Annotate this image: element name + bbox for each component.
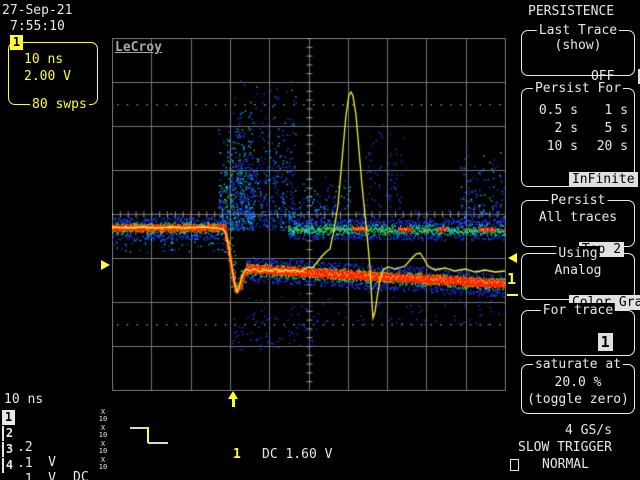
persist-for-title: Persist For xyxy=(532,81,624,96)
for-trace-row: 1 xyxy=(522,320,634,365)
persist-option-10s[interactable]: 10 s xyxy=(546,139,578,154)
last-trace-box: Last Trace (show) OFF On xyxy=(521,23,640,84)
channel-2-badge[interactable]: 2 xyxy=(2,426,15,441)
channel-1-probe-icon: X 10 xyxy=(98,408,108,423)
persist-option-0.5s[interactable]: 0.5 s xyxy=(538,103,578,118)
time-label: 7:55:10 xyxy=(10,19,65,34)
edge-drop-line xyxy=(147,427,149,443)
for-trace-title: For trace xyxy=(540,303,616,318)
saturate-note[interactable]: (toggle zero) xyxy=(527,392,629,407)
last-trace-options: OFF On xyxy=(522,54,640,99)
persist-option-infinite[interactable]: InFinite xyxy=(568,172,638,187)
persist-for-row4: InFinite xyxy=(522,157,638,202)
trigger-level-marker-icon[interactable] xyxy=(101,260,110,270)
channel-row-1: 1 .2 V DC X 10 xyxy=(0,409,107,480)
channel-1-coupling: DC xyxy=(73,470,89,480)
trigger-level-text: DC 1.60 V xyxy=(262,447,333,462)
trigger-arrow-shaft xyxy=(232,398,235,407)
last-trace-off-option[interactable]: OFF xyxy=(590,69,615,84)
waveform-grid: LeCroy xyxy=(112,38,506,391)
trigger-arrow-head xyxy=(228,391,238,399)
persist-for-row2: 2 s 5 s xyxy=(522,121,634,136)
sweep-count: 80 swps xyxy=(30,97,89,112)
edge-bottom-line xyxy=(148,442,168,444)
menu-title: PERSISTENCE xyxy=(528,4,615,19)
edge-top-line xyxy=(130,427,148,429)
persist-for-box: Persist For 0.5 s 1 s 2 s 5 s 10 s 20 s … xyxy=(521,81,638,187)
last-trace-subtitle: (show) xyxy=(554,38,602,53)
persist-option-1s[interactable]: 1 s xyxy=(604,103,628,118)
saturate-title: saturate at xyxy=(532,357,624,372)
channel1-badge[interactable]: 1 xyxy=(10,35,23,50)
date-label: 27-Sep-21 xyxy=(2,3,73,18)
channel-row-2: 2 .1 V DC X10 xyxy=(0,425,107,480)
using-box: Using Analog Color Graded xyxy=(521,246,640,310)
channel-row-4: 4 50 mV DC X10 xyxy=(0,457,107,474)
trigger-mode: NORMAL xyxy=(542,457,589,472)
channel-1-badge[interactable]: 1 xyxy=(2,410,15,425)
persist-title: Persist xyxy=(548,193,608,208)
for-trace-value[interactable]: 1 xyxy=(597,333,613,351)
for-trace-box: For trace 1 xyxy=(521,303,635,356)
channel-4-badge[interactable]: 4 xyxy=(2,458,15,473)
channel-3-badge[interactable]: 3 xyxy=(2,442,15,457)
persist-for-row3: 10 s 20 s xyxy=(522,139,634,154)
persist-for-row1: 0.5 s 1 s xyxy=(522,103,634,118)
trigger-source[interactable]: 1 xyxy=(233,447,241,462)
channel-2-scale: .1 xyxy=(17,456,33,471)
persist-all-traces-option[interactable]: All traces xyxy=(538,210,618,225)
channel-2-probe-icon: X 10 xyxy=(98,424,108,439)
channel-row-3: 3 .1 V DC X10 xyxy=(0,441,107,480)
persistence-display xyxy=(112,38,506,391)
channel-2-unit: V xyxy=(48,471,56,480)
lecroy-logo: LeCroy xyxy=(115,40,162,55)
trigger-speed: SLOW TRIGGER xyxy=(518,440,612,455)
persist-option-2s[interactable]: 2 s xyxy=(554,121,578,136)
persist-option-20s[interactable]: 20 s xyxy=(596,139,628,154)
volts-per-div: 2.00 V xyxy=(24,69,71,84)
channel-1-unit: V xyxy=(48,455,56,470)
using-analog-option[interactable]: Analog xyxy=(554,263,602,278)
persist-option-5s[interactable]: 5 s xyxy=(604,121,628,136)
channel-3-probe-icon: X 10 xyxy=(98,440,108,455)
sample-rate: 4 GS/s xyxy=(565,423,612,438)
using-title: Using xyxy=(556,246,600,261)
channel-1-scale: .2 xyxy=(17,440,33,455)
trace-position-marker-icon[interactable] xyxy=(508,253,517,263)
timebase-label: 10 ns xyxy=(4,392,44,407)
saturate-value[interactable]: 20.0 % xyxy=(554,375,602,390)
channel-3-scale: .1 xyxy=(17,472,33,480)
trace1-right-marker[interactable]: 1 xyxy=(507,270,517,288)
last-trace-title: Last Trace xyxy=(536,23,620,38)
falling-edge-icon xyxy=(130,427,170,444)
trigger-mode-indicator-icon xyxy=(510,459,519,471)
channel-4-probe-icon: X 10 xyxy=(98,456,108,471)
last-trace-on-option[interactable]: On xyxy=(637,69,640,84)
saturate-box: saturate at 20.0 % (toggle zero) xyxy=(521,357,635,414)
timebase-per-div: 10 ns xyxy=(24,52,64,67)
trace1-marker-underline xyxy=(507,294,518,296)
persist-box: Persist All traces Top 2 xyxy=(521,193,635,257)
trigger-time-marker-icon[interactable] xyxy=(228,391,239,407)
